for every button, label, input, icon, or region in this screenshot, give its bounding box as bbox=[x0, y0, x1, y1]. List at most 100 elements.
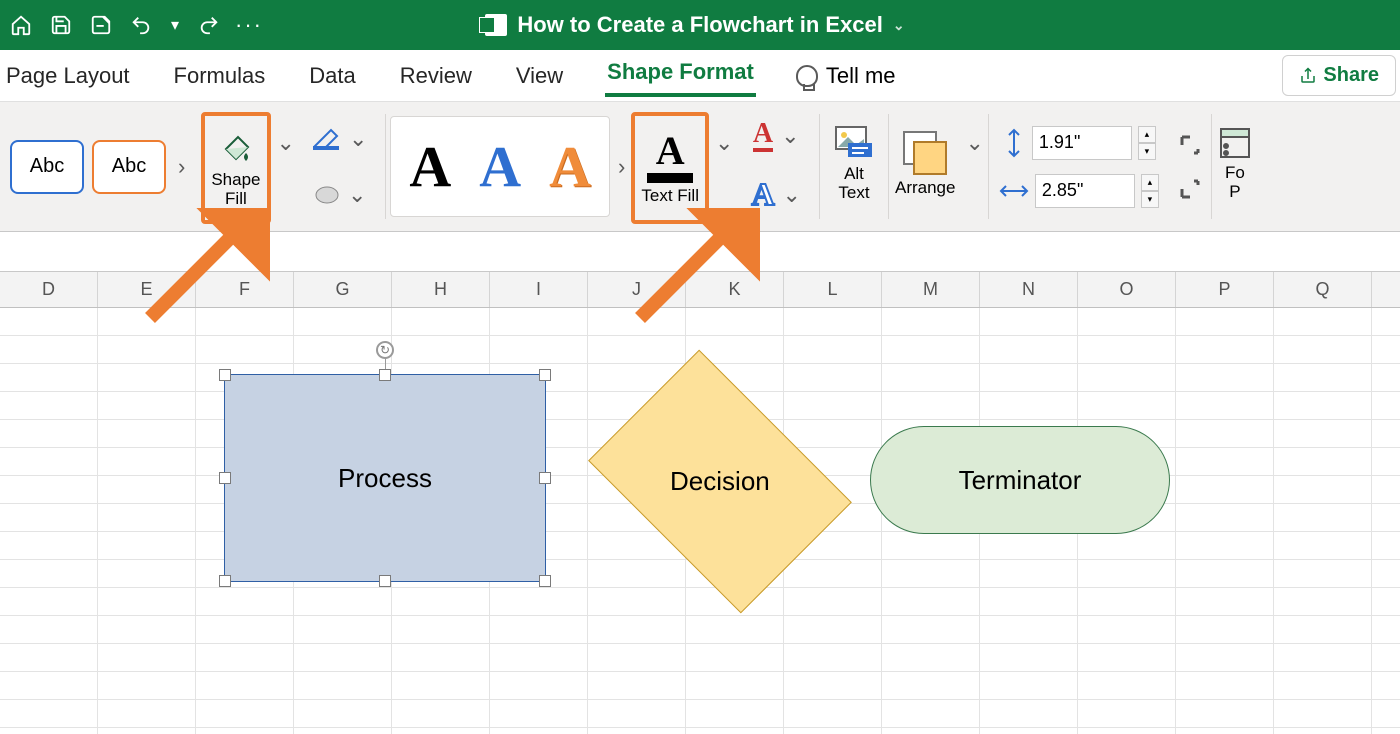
text-fill-a-icon: A bbox=[656, 131, 685, 171]
wordart-more-icon[interactable]: › bbox=[614, 154, 629, 180]
grid-row[interactable] bbox=[0, 700, 1400, 728]
text-fill-button[interactable]: A Text Fill bbox=[631, 112, 709, 224]
handle-e[interactable] bbox=[539, 472, 551, 484]
text-outline-dropdown-icon[interactable]: ⌄ bbox=[777, 123, 803, 149]
width-input[interactable]: 2.85" bbox=[1035, 174, 1135, 208]
col-M[interactable]: M bbox=[882, 272, 980, 307]
format-pane-button[interactable]: Fo P bbox=[1212, 108, 1258, 220]
format-pane-icon bbox=[1218, 126, 1252, 160]
height-input[interactable]: 1.91" bbox=[1032, 126, 1132, 160]
crop-top-icon[interactable] bbox=[1179, 134, 1201, 156]
shape-decision[interactable]: Decision bbox=[570, 372, 870, 590]
home-icon[interactable] bbox=[10, 14, 32, 36]
col-O[interactable]: O bbox=[1078, 272, 1176, 307]
crop-bottom-icon[interactable] bbox=[1179, 178, 1201, 200]
col-F[interactable]: F bbox=[196, 272, 294, 307]
excel-file-icon bbox=[485, 14, 507, 36]
tab-shape-format[interactable]: Shape Format bbox=[605, 55, 756, 97]
tab-page-layout[interactable]: Page Layout bbox=[4, 59, 132, 93]
rotate-handle[interactable] bbox=[376, 341, 394, 359]
shape-effects-button[interactable]: ⌄ bbox=[310, 180, 374, 210]
quick-access-toolbar: ▾ ··· bbox=[10, 14, 260, 36]
undo-dropdown-icon[interactable]: ▾ bbox=[170, 14, 180, 36]
col-D[interactable]: D bbox=[0, 272, 98, 307]
grid-row[interactable] bbox=[0, 308, 1400, 336]
col-J[interactable]: J bbox=[588, 272, 686, 307]
more-icon[interactable]: ··· bbox=[238, 14, 260, 36]
shape-process[interactable]: Process bbox=[224, 374, 546, 582]
col-E[interactable]: E bbox=[98, 272, 196, 307]
shape-fill-dropdown-icon[interactable]: ⌄ bbox=[273, 130, 299, 156]
handle-w[interactable] bbox=[219, 472, 231, 484]
redo-icon[interactable] bbox=[198, 14, 220, 36]
width-icon bbox=[999, 179, 1029, 203]
col-I[interactable]: I bbox=[490, 272, 588, 307]
width-row: 2.85" ▴▾ bbox=[999, 174, 1159, 208]
shape-terminator[interactable]: Terminator bbox=[870, 426, 1170, 534]
handle-n[interactable] bbox=[379, 369, 391, 381]
grid-row[interactable] bbox=[0, 728, 1400, 734]
text-effects-a-icon: A bbox=[751, 176, 774, 213]
col-Q[interactable]: Q bbox=[1274, 272, 1372, 307]
shape-styles-group: Abc Abc › bbox=[0, 108, 199, 225]
tab-data[interactable]: Data bbox=[307, 59, 357, 93]
text-fill-color-bar bbox=[647, 173, 693, 183]
arrange-dropdown-icon[interactable]: ⌄ bbox=[961, 130, 987, 156]
col-L[interactable]: L bbox=[784, 272, 882, 307]
wordart-style-orange[interactable]: A bbox=[539, 138, 601, 196]
grid-row[interactable] bbox=[0, 616, 1400, 644]
col-K[interactable]: K bbox=[686, 272, 784, 307]
tab-formulas[interactable]: Formulas bbox=[172, 59, 268, 93]
grid-row[interactable] bbox=[0, 644, 1400, 672]
tab-view[interactable]: View bbox=[514, 59, 565, 93]
handle-ne[interactable] bbox=[539, 369, 551, 381]
handle-nw[interactable] bbox=[219, 369, 231, 381]
width-spinner[interactable]: ▴▾ bbox=[1141, 174, 1159, 208]
paint-bucket-icon bbox=[216, 127, 256, 167]
formula-bar-area bbox=[0, 232, 1400, 272]
shape-style-2[interactable]: Abc bbox=[92, 140, 166, 194]
text-effects-button[interactable]: A ⌄ bbox=[747, 174, 809, 215]
width-value: 2.85" bbox=[1042, 180, 1083, 201]
col-G[interactable]: G bbox=[294, 272, 392, 307]
effects-icon bbox=[314, 185, 340, 205]
col-N[interactable]: N bbox=[980, 272, 1078, 307]
share-label: Share bbox=[1323, 64, 1379, 87]
height-icon bbox=[1002, 128, 1026, 158]
col-H[interactable]: H bbox=[392, 272, 490, 307]
shape-terminator-label: Terminator bbox=[959, 465, 1082, 496]
shape-effects-dropdown-icon[interactable]: ⌄ bbox=[344, 182, 370, 208]
shape-outline-dropdown-icon[interactable]: ⌄ bbox=[345, 126, 371, 152]
text-effects-dropdown-icon[interactable]: ⌄ bbox=[779, 182, 805, 208]
tell-me[interactable]: Tell me bbox=[796, 63, 896, 89]
shape-styles-more-icon[interactable]: › bbox=[174, 154, 189, 180]
save-icon[interactable] bbox=[50, 14, 72, 36]
handle-sw[interactable] bbox=[219, 575, 231, 587]
title-bar: ▾ ··· How to Create a Flowchart in Excel… bbox=[0, 0, 1400, 50]
text-outline-button[interactable]: A ⌄ bbox=[749, 118, 808, 154]
handle-se[interactable] bbox=[539, 575, 551, 587]
grid-row[interactable] bbox=[0, 672, 1400, 700]
text-fill-dropdown-icon[interactable]: ⌄ bbox=[711, 130, 737, 156]
alt-text-button[interactable]: Alt Text bbox=[820, 108, 888, 220]
undo-icon[interactable] bbox=[130, 14, 152, 36]
title-dropdown-icon[interactable]: ⌄ bbox=[893, 17, 905, 34]
shape-outline-button[interactable]: ⌄ bbox=[309, 124, 375, 154]
wordart-style-black[interactable]: A bbox=[399, 138, 461, 196]
wordart-style-blue[interactable]: A bbox=[469, 138, 531, 196]
spreadsheet-grid[interactable]: // rows generated below via template str… bbox=[0, 308, 1400, 734]
col-P[interactable]: P bbox=[1176, 272, 1274, 307]
share-button[interactable]: Share bbox=[1282, 55, 1396, 96]
save-as-icon[interactable] bbox=[90, 14, 112, 36]
alt-text-label: Alt Text bbox=[838, 165, 869, 202]
document-title-area: How to Create a Flowchart in Excel ⌄ bbox=[272, 12, 1118, 38]
format-pane-label: Fo P bbox=[1225, 164, 1245, 201]
shape-style-1[interactable]: Abc bbox=[10, 140, 84, 194]
arrange-button[interactable]: Arrange bbox=[889, 108, 961, 220]
grid-row[interactable] bbox=[0, 588, 1400, 616]
shape-fill-button[interactable]: Shape Fill bbox=[201, 112, 270, 224]
handle-s[interactable] bbox=[379, 575, 391, 587]
height-spinner[interactable]: ▴▾ bbox=[1138, 126, 1156, 160]
tab-review[interactable]: Review bbox=[398, 59, 474, 93]
wordart-styles-group: A A A bbox=[390, 116, 610, 217]
